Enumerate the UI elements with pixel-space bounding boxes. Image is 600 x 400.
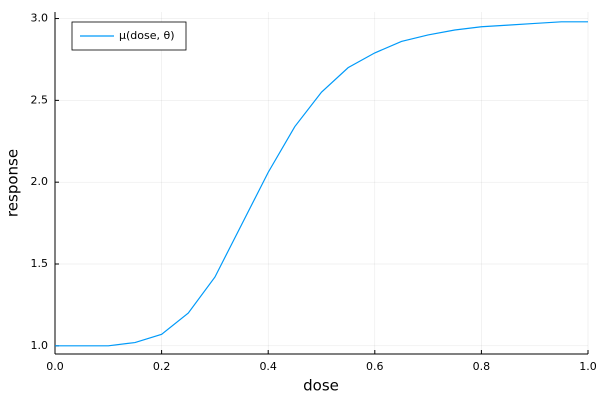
x-axis-label: dose [303,377,339,395]
x-tick-label: 0.6 [366,360,384,373]
x-tick-label: 1.0 [579,360,597,373]
y-tick-label: 2.5 [31,93,49,106]
x-tick-label: 0.4 [259,360,277,373]
line-series [55,21,588,347]
x-tick-label: 0.2 [153,360,171,373]
y-tick-label: 1.0 [31,339,49,352]
y-tick-label: 1.5 [31,257,49,270]
y-tick-label: 2.0 [31,175,49,188]
y-tick-label: 3.0 [31,12,49,25]
x-tick-label: 0.0 [46,360,64,373]
x-tick-label: 0.8 [473,360,491,373]
y-axis-label: response [4,149,22,217]
legend-label: μ(dose, θ) [119,29,175,42]
